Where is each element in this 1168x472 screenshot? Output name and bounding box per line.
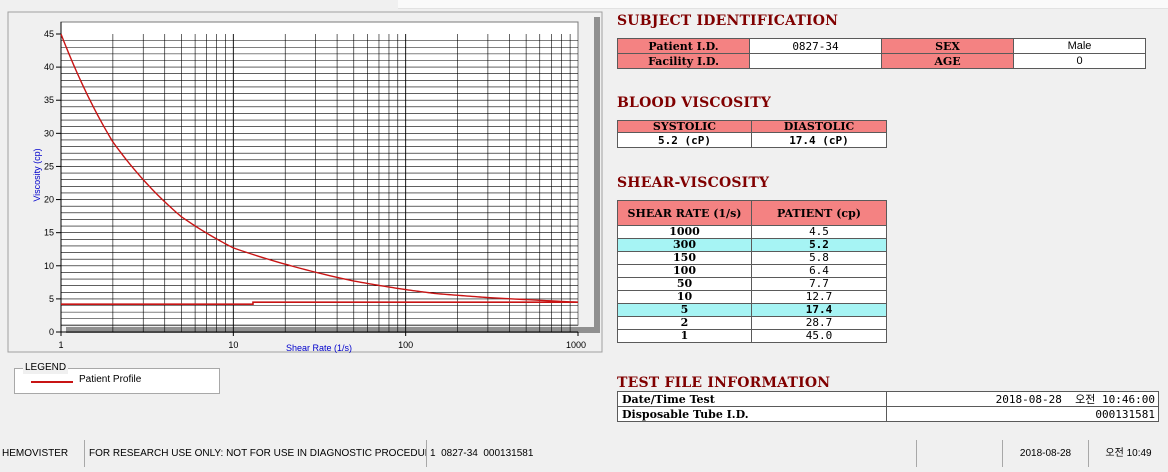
table-row: 1000 4.5 xyxy=(617,225,887,239)
patient-cp-cell: 12.7 xyxy=(751,290,887,304)
age-value: 0 xyxy=(1013,53,1146,69)
status-notice: FOR RESEARCH USE ONLY: NOT FOR USE IN DI… xyxy=(84,440,426,467)
shear-rate-cell: 5 xyxy=(617,303,752,317)
shear-rate-cell: 150 xyxy=(617,251,752,265)
shear-rate-header: SHEAR RATE (1/s) xyxy=(617,200,752,226)
top-strip xyxy=(0,0,1168,9)
grid-lines xyxy=(60,22,578,333)
shear-rate-cell: 1 xyxy=(617,329,752,343)
y-tick-label: 40 xyxy=(44,62,54,72)
systolic-value: 5.2 (cP) xyxy=(617,132,752,148)
legend-swatch xyxy=(31,381,73,383)
patient-id-value: 0827-34 xyxy=(749,38,882,54)
shear-rate-cell: 300 xyxy=(617,238,752,252)
table-row: 300 5.2 xyxy=(617,238,887,252)
table-row: 150 5.8 xyxy=(617,251,887,265)
legend-entry: Patient Profile xyxy=(79,374,142,385)
table-row: 5 17.4 xyxy=(617,303,887,317)
x-axis-label: Shear Rate (1/s) xyxy=(286,343,352,353)
y-tick-label: 0 xyxy=(49,327,54,337)
x-tick-label: 100 xyxy=(398,340,413,350)
status-empty-panel xyxy=(916,440,1002,467)
plot-shadow-right xyxy=(594,17,600,333)
status-bar: HEMOVISTER FOR RESEARCH USE ONLY: NOT FO… xyxy=(0,440,1168,472)
table-row: 50 7.7 xyxy=(617,277,887,291)
tube-id-value: 000131581 xyxy=(886,406,1159,422)
shear-rate-cell: 2 xyxy=(617,316,752,330)
status-record: 1 0827-34 000131581 xyxy=(426,440,916,467)
datetime-label: Date/Time Test xyxy=(617,391,887,407)
tube-id-label: Disposable Tube I.D. xyxy=(617,406,887,422)
patient-cp-cell: 4.5 xyxy=(751,225,887,239)
table-row: 100 6.4 xyxy=(617,264,887,278)
table-row: 10 12.7 xyxy=(617,290,887,304)
sex-label: SEX xyxy=(881,38,1014,54)
status-date: 2018-08-28 xyxy=(1002,440,1088,467)
shear-viscosity-title: SHEAR-VISCOSITY xyxy=(617,175,770,191)
status-time: 오전 10:49 xyxy=(1088,440,1168,467)
patient-cp-cell: 45.0 xyxy=(751,329,887,343)
shear-rate-cell: 50 xyxy=(617,277,752,291)
diastolic-value: 17.4 (cP) xyxy=(751,132,887,148)
table-row: 2 28.7 xyxy=(617,316,887,330)
shear-rate-cell: 10 xyxy=(617,290,752,304)
patient-id-label: Patient I.D. xyxy=(617,38,750,54)
status-app-name: HEMOVISTER xyxy=(2,448,69,459)
y-tick-label: 25 xyxy=(44,161,54,171)
y-tick-label: 45 xyxy=(44,29,54,39)
patient-cp-header: PATIENT (cp) xyxy=(751,200,887,226)
y-axis-label: Viscosity (cp) xyxy=(32,148,42,201)
legend: LEGEND Patient Profile xyxy=(14,362,220,394)
patient-cp-cell: 28.7 xyxy=(751,316,887,330)
plot-area xyxy=(60,21,579,326)
shear-rate-cell: 100 xyxy=(617,264,752,278)
patient-cp-cell: 5.8 xyxy=(751,251,887,265)
test-file-information-title: TEST FILE INFORMATION xyxy=(617,375,831,391)
table-row: 1 45.0 xyxy=(617,329,887,343)
legend-title: LEGEND xyxy=(23,362,69,374)
subject-identification-title: SUBJECT IDENTIFICATION xyxy=(617,13,839,29)
facility-id-value xyxy=(749,53,882,69)
x-tick-label: 1000 xyxy=(566,340,586,350)
sex-value: Male xyxy=(1013,38,1146,54)
diastolic-label: DIASTOLIC xyxy=(751,120,887,133)
patient-cp-cell: 5.2 xyxy=(751,238,887,252)
plot-shadow-bottom xyxy=(66,327,600,333)
tick-labels: 0 5 10 15 20 25 30 35 40 45 1 10 100 1000 xyxy=(44,29,586,350)
test-file-table: Date/Time Test 2018-08-28 오전 10:46:00 Di… xyxy=(617,391,1159,422)
x-tick-label: 10 xyxy=(228,340,238,350)
systolic-label: SYSTOLIC xyxy=(617,120,752,133)
y-tick-label: 10 xyxy=(44,261,54,271)
y-tick-label: 20 xyxy=(44,195,54,205)
shear-viscosity-table: SHEAR RATE (1/s) PATIENT (cp) 1000 4.5 30… xyxy=(617,200,887,343)
facility-id-label: Facility I.D. xyxy=(617,53,750,69)
series-patient-profile xyxy=(60,33,579,303)
shear-rate-cell: 1000 xyxy=(617,225,752,239)
y-tick-label: 15 xyxy=(44,228,54,238)
y-tick-label: 5 xyxy=(49,294,54,304)
age-label: AGE xyxy=(881,53,1014,69)
datetime-value: 2018-08-28 오전 10:46:00 xyxy=(886,391,1159,407)
patient-cp-cell: 17.4 xyxy=(751,303,887,317)
patient-cp-cell: 7.7 xyxy=(751,277,887,291)
series-lines xyxy=(60,33,579,305)
series-patient-baseline xyxy=(61,301,578,305)
x-tick-label: 1 xyxy=(58,340,63,350)
y-tick-label: 30 xyxy=(44,128,54,138)
viscosity-chart: 0 5 10 15 20 25 30 35 40 45 1 10 100 1000 Shear Rate … xyxy=(7,11,603,353)
patient-cp-cell: 6.4 xyxy=(751,264,887,278)
subject-table: Patient I.D. 0827-34 SEX Male Facility I… xyxy=(617,38,1146,69)
y-tick-label: 35 xyxy=(44,95,54,105)
blood-viscosity-table: SYSTOLIC DIASTOLIC 5.2 (cP) 17.4 (cP) xyxy=(617,120,887,148)
blood-viscosity-title: BLOOD VISCOSITY xyxy=(617,95,772,111)
